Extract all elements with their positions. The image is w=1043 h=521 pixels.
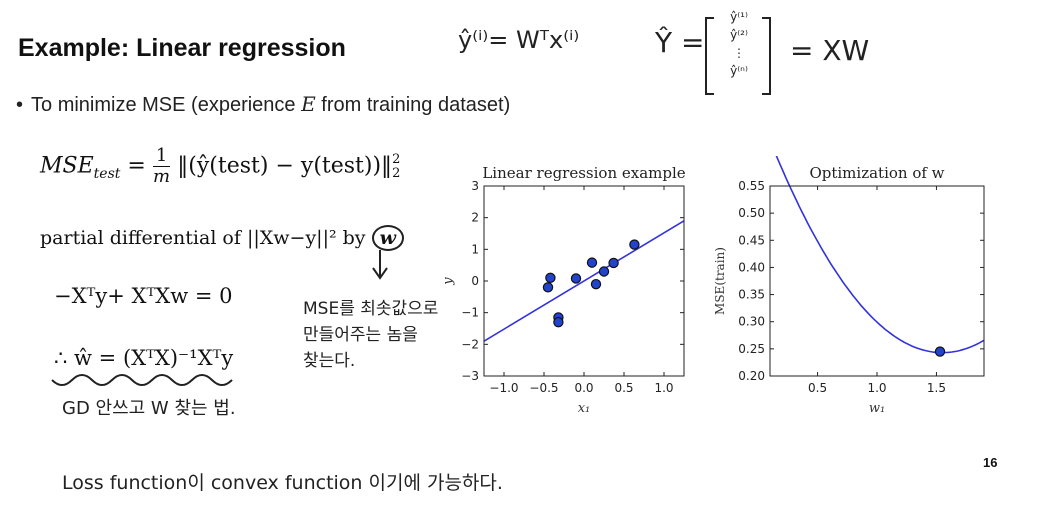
vector-entry-1: ŷ⁽¹⁾	[730, 10, 748, 24]
y-tick-label: 0.55	[738, 179, 765, 193]
wavy-underline	[51, 374, 233, 386]
circled-w: w	[371, 225, 404, 251]
data-point	[570, 273, 582, 284]
x-tick-label: 1.0	[867, 381, 886, 395]
x-tick-label: −1.0	[489, 381, 518, 395]
data-point	[608, 257, 619, 269]
x-axis-label: w₁	[869, 401, 885, 416]
y-tick-label: 2	[471, 211, 479, 225]
regression-line	[484, 220, 684, 342]
page-number: 16	[983, 455, 998, 470]
mse-fraction: 1 m	[152, 146, 171, 187]
bullet-text-prefix: To minimize MSE (experience	[31, 94, 302, 116]
linear-regression-chart: Linear regression example −1.0 −0.5 0.0 0.5 1…	[441, 164, 686, 416]
handwritten-vector-entries: ŷ⁽¹⁾ ŷ⁽²⁾ ⋮ ŷ⁽ⁿ⁾	[722, 8, 756, 80]
y-tick-label: 0.35	[738, 288, 765, 302]
y-axis-label: MSE(train)	[713, 247, 727, 315]
y-axis-label: y	[441, 277, 456, 286]
plot-frame	[769, 185, 985, 377]
data-point	[553, 316, 564, 328]
bullet-objective: • To minimize MSE (experience E from trai…	[16, 92, 510, 117]
handwritten-xw: = XW	[790, 34, 870, 67]
data-point	[586, 257, 598, 268]
y-tick-label: 0.50	[738, 206, 765, 220]
y-tick-label: 3	[471, 179, 479, 193]
optimization-chart: Optimization of w 0.5 1.0 1.5 0.20 0.25 0.30 0.…	[713, 156, 985, 416]
note-line-3: 찾는다.	[303, 351, 356, 371]
mse-curve	[775, 156, 985, 354]
minimum-point	[934, 346, 946, 357]
partial-differential-text: partial differential of ||Xw−y||² by w	[40, 225, 404, 251]
x-tick-label: 0.5	[808, 381, 827, 395]
x-tick-label: −0.5	[529, 381, 558, 395]
vector-entry-dots: ⋮	[733, 46, 745, 60]
arrow-down-icon	[372, 250, 388, 280]
handwritten-korean-note: MSE를 최솟값으로 만들어주는 놈을 찾는다.	[303, 296, 438, 374]
y-tick-label: 0.20	[738, 369, 765, 383]
slide-title: Example: Linear regression	[18, 34, 346, 62]
handwritten-gd-note: GD 안쓰고 W 찾는 법.	[62, 398, 236, 419]
note-line-1: MSE를 최솟값으로	[303, 299, 439, 319]
bullet-dot: •	[16, 94, 24, 116]
y-tick-label: 0.25	[738, 342, 765, 356]
mse-lhs: MSE	[40, 153, 94, 179]
y-tick-label: 0.30	[738, 315, 765, 329]
handwritten-loss-note: Loss function이 convex function 이기에 가능하다.	[62, 472, 503, 494]
chart1-title: Linear regression example	[482, 164, 685, 182]
handwritten-yhat-vector: Ŷ =	[655, 26, 705, 59]
normal-equation: −Xᵀy+ XᵀXw = 0	[54, 284, 233, 308]
frac-denominator: m	[153, 166, 171, 187]
mse-equation: MSEtest = 1 m ‖(ŷ(test) − y(test))‖ 2 2	[40, 145, 401, 187]
data-point	[590, 278, 602, 290]
x-tick-label: 0.5	[614, 381, 633, 395]
closed-form-solution: ∴ ŵ = (XᵀX)⁻¹Xᵀy	[54, 346, 234, 370]
data-point	[542, 282, 554, 293]
y-tick-label: 1	[471, 242, 479, 256]
y-tick-label: −1	[461, 306, 479, 320]
frac-numerator: 1	[152, 146, 171, 167]
mse-sup: 2	[392, 151, 401, 167]
bullet-var-e: E	[301, 92, 316, 116]
y-tick-label: 0	[471, 274, 479, 288]
chart2-title: Optimization of w	[809, 164, 944, 182]
y-tick-label: 0.45	[738, 233, 765, 247]
handwritten-yhat-i: ŷ⁽ⁱ⁾= Wᵀx⁽ⁱ⁾	[458, 26, 580, 54]
x-tick-label: 1.0	[654, 381, 673, 395]
x-axis-label: x₁	[578, 401, 591, 416]
partial-text: partial differential of ||Xw−y||² by	[40, 227, 366, 249]
data-point	[598, 266, 610, 277]
x-tick-label: 0.0	[574, 381, 593, 395]
bullet-text-suffix: from training dataset)	[315, 94, 511, 116]
data-point	[629, 239, 640, 250]
x-tick-label: 1.5	[927, 381, 946, 395]
mse-sub2: 2	[392, 165, 401, 181]
vector-entry-2: ŷ⁽²⁾	[730, 28, 748, 42]
plot-frame	[483, 185, 685, 377]
y-tick-label: 0.40	[738, 260, 765, 274]
mse-body: ‖(ŷ(test) − y(test))‖	[177, 153, 393, 179]
y-tick-label: −3	[461, 369, 479, 383]
vector-entry-n: ŷ⁽ⁿ⁾	[730, 64, 748, 78]
data-point	[545, 272, 556, 284]
note-line-2: 만들어주는 놈을	[303, 325, 418, 345]
handwritten-vector-bracket	[705, 17, 771, 95]
y-tick-label: −2	[461, 337, 479, 351]
mse-sub: test	[93, 165, 121, 182]
